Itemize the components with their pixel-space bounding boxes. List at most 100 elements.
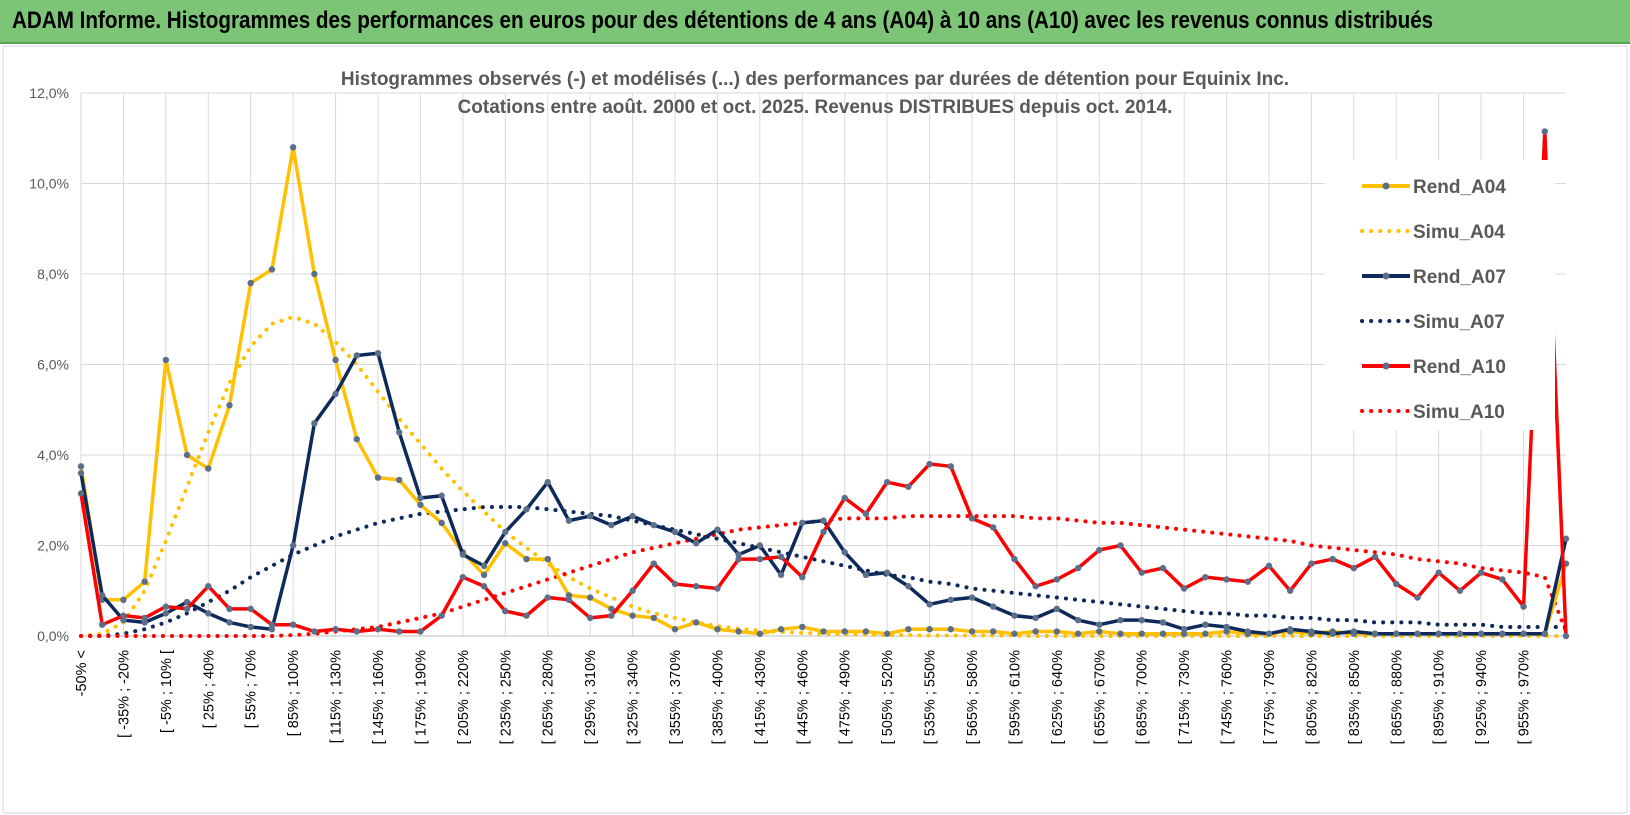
point-rend-a07: [1032, 614, 1039, 622]
chart-series: [77, 128, 1570, 640]
legend-marker-rend-a04: [1382, 182, 1390, 190]
point-rend-a10: [523, 612, 530, 619]
point-rend-a04: [289, 144, 297, 151]
point-rend-a04: [1011, 630, 1018, 637]
point-rend-a07: [586, 512, 594, 520]
x-tick-label: [ 445% ; 460%: [795, 650, 811, 744]
point-rend-a10: [947, 463, 954, 470]
point-rend-a07: [247, 623, 254, 631]
point-rend-a07: [693, 540, 700, 547]
point-rend-a10: [586, 614, 594, 622]
point-rend-a04: [226, 402, 233, 409]
point-rend-a07: [480, 562, 488, 570]
point-rend-a10: [183, 605, 191, 613]
point-rend-a07: [311, 420, 318, 427]
point-rend-a10: [756, 555, 764, 563]
point-rend-a04: [1096, 628, 1103, 635]
point-rend-a07: [502, 528, 509, 536]
y-axis-ticks: 0,0% 2,0% 4,0% 6,0% 8,0% 10,0% 12,0%: [29, 85, 69, 644]
x-tick-label: [ 565% ; 580%: [965, 650, 981, 744]
point-rend-a04: [268, 266, 276, 273]
x-tick-label: [ 535% ; 550%: [923, 650, 939, 744]
x-tick-label: [ 685% ; 700%: [1135, 650, 1151, 744]
x-tick-label: [ 325% ; 340%: [626, 650, 642, 744]
legend-label-rend-a04: Rend_A04: [1413, 177, 1506, 198]
x-tick-label: [ 115% ; 130%: [329, 650, 345, 743]
legend-marker-rend-a10: [1382, 362, 1390, 370]
point-rend-a10: [841, 494, 848, 502]
point-rend-a07: [1329, 630, 1336, 637]
point-rend-a10: [268, 621, 276, 628]
point-rend-a10: [905, 483, 912, 490]
point-rend-a10: [1350, 564, 1358, 572]
x-tick-label: [ 55% ; 70%: [244, 650, 260, 728]
point-rend-a07: [1287, 626, 1294, 633]
point-rend-a07: [1074, 616, 1082, 624]
point-rend-a07: [1180, 626, 1188, 633]
performance-histogram-chart: 0,0% 2,0% 4,0% 6,0% 8,0% 10,0% 12,0% -50% < [ -…: [2, 45, 1628, 814]
point-rend-a04: [502, 540, 509, 547]
point-rend-a07: [417, 494, 424, 502]
point-rend-a04: [777, 626, 785, 633]
point-rend-a07: [862, 571, 870, 579]
point-rend-a10: [226, 605, 233, 613]
point-rend-a04: [1138, 630, 1145, 637]
point-rend-a07: [1456, 630, 1464, 637]
point-rend-a04: [247, 279, 254, 287]
x-tick-label: [ 175% ; 190%: [413, 650, 429, 744]
point-rend-a04: [1223, 628, 1230, 635]
point-rend-a04: [523, 555, 530, 563]
point-rend-a10: [926, 460, 933, 468]
y-tick-label: 4,0%: [37, 447, 69, 463]
x-tick-label: [ 25% ; 40%: [201, 650, 217, 728]
point-rend-a10: [544, 594, 551, 601]
x-tick-label: [ 295% ; 310%: [583, 650, 599, 744]
point-rend-a07: [544, 478, 551, 486]
point-rend-a04: [1180, 630, 1188, 637]
point-rend-a04: [77, 463, 85, 470]
point-rend-a10: [438, 612, 445, 619]
point-rend-a10: [1053, 576, 1061, 583]
point-rend-a10: [1541, 128, 1548, 135]
point-rend-a10: [1074, 564, 1082, 572]
point-rend-a04: [629, 612, 636, 619]
point-rend-a10: [289, 621, 297, 628]
point-rend-a07: [459, 551, 467, 558]
point-rend-a10: [1435, 569, 1442, 576]
x-tick-label: [ 85% ; 100%: [286, 650, 302, 736]
point-rend-a04: [990, 628, 997, 635]
point-rend-a10: [120, 612, 127, 619]
x-tick-label: [ -5% ; 10% [: [159, 650, 175, 733]
legend-label-rend-a07: Rend_A07: [1413, 267, 1506, 288]
point-rend-a04: [544, 555, 551, 563]
point-rend-a07: [1371, 630, 1379, 637]
x-tick-label: [ 805% ; 820%: [1304, 650, 1320, 744]
point-rend-a07: [205, 610, 212, 617]
point-rend-a07: [756, 542, 764, 549]
point-rend-a10: [1096, 546, 1103, 554]
point-rend-a07: [353, 352, 360, 359]
point-rend-a10: [1011, 555, 1018, 563]
point-rend-a07: [841, 549, 848, 556]
point-rend-a07: [608, 521, 615, 529]
point-rend-a04: [905, 626, 912, 633]
point-rend-a07: [735, 551, 742, 558]
point-rend-a10: [1308, 560, 1315, 567]
point-rend-a04: [417, 501, 424, 508]
point-rend-a10: [1244, 578, 1251, 585]
point-rend-a07: [1541, 630, 1548, 637]
point-rend-a04: [396, 476, 403, 484]
point-rend-a10: [205, 583, 212, 590]
point-rend-a10: [1180, 585, 1188, 592]
point-rend-a10: [1265, 562, 1273, 570]
point-rend-a10: [1477, 569, 1485, 576]
point-rend-a10: [693, 583, 700, 590]
x-tick-label: [ 955% ; 970%: [1517, 650, 1533, 744]
point-rend-a07: [438, 492, 445, 499]
point-rend-a04: [332, 356, 339, 364]
point-rend-a04: [968, 628, 976, 635]
point-rend-a10: [1117, 542, 1124, 549]
point-rend-a07: [905, 583, 912, 590]
point-rend-a10: [883, 478, 891, 486]
point-rend-a07: [1562, 535, 1570, 542]
